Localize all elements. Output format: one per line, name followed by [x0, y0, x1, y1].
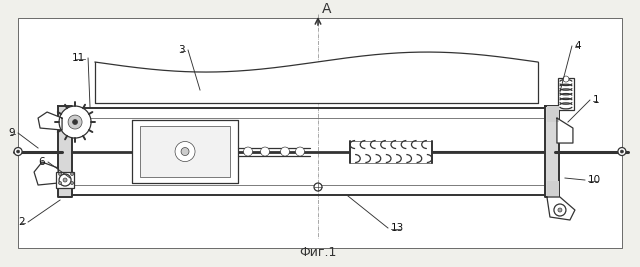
Bar: [558, 78, 574, 110]
Circle shape: [618, 148, 626, 156]
Circle shape: [70, 172, 74, 175]
Circle shape: [14, 148, 22, 156]
Text: 11: 11: [72, 53, 85, 63]
Polygon shape: [62, 108, 555, 195]
Circle shape: [181, 148, 189, 156]
Bar: [56, 172, 74, 188]
Circle shape: [63, 178, 67, 182]
Circle shape: [554, 204, 566, 216]
Polygon shape: [547, 106, 559, 122]
Circle shape: [59, 174, 71, 186]
Circle shape: [17, 150, 20, 153]
Text: 9: 9: [8, 128, 15, 138]
Polygon shape: [132, 120, 238, 183]
Circle shape: [558, 208, 562, 212]
Circle shape: [563, 76, 569, 82]
Circle shape: [260, 147, 269, 156]
Circle shape: [59, 172, 61, 175]
Circle shape: [620, 150, 623, 153]
Text: 1: 1: [593, 95, 600, 105]
Circle shape: [59, 182, 61, 184]
Circle shape: [280, 147, 289, 156]
Polygon shape: [545, 106, 559, 197]
Circle shape: [175, 142, 195, 162]
Text: A: A: [323, 2, 332, 16]
Text: 10: 10: [588, 175, 601, 185]
Polygon shape: [34, 162, 58, 185]
Text: 6: 6: [38, 157, 45, 167]
Circle shape: [244, 147, 253, 156]
Circle shape: [70, 182, 74, 184]
Polygon shape: [557, 118, 573, 143]
Circle shape: [296, 147, 305, 156]
Circle shape: [68, 115, 82, 129]
Polygon shape: [547, 181, 559, 197]
Polygon shape: [95, 52, 538, 103]
Polygon shape: [58, 106, 72, 197]
Bar: [140, 126, 230, 177]
Text: 2: 2: [19, 217, 25, 227]
Text: 13: 13: [391, 223, 404, 233]
Polygon shape: [350, 140, 432, 163]
Text: 3: 3: [179, 45, 185, 55]
Polygon shape: [38, 112, 62, 130]
Polygon shape: [547, 197, 575, 220]
Circle shape: [314, 183, 322, 191]
Bar: [18, 18, 622, 248]
Text: 4: 4: [575, 41, 582, 51]
Circle shape: [59, 106, 91, 138]
Circle shape: [72, 120, 77, 124]
Text: Фиг.1: Фиг.1: [300, 245, 337, 258]
